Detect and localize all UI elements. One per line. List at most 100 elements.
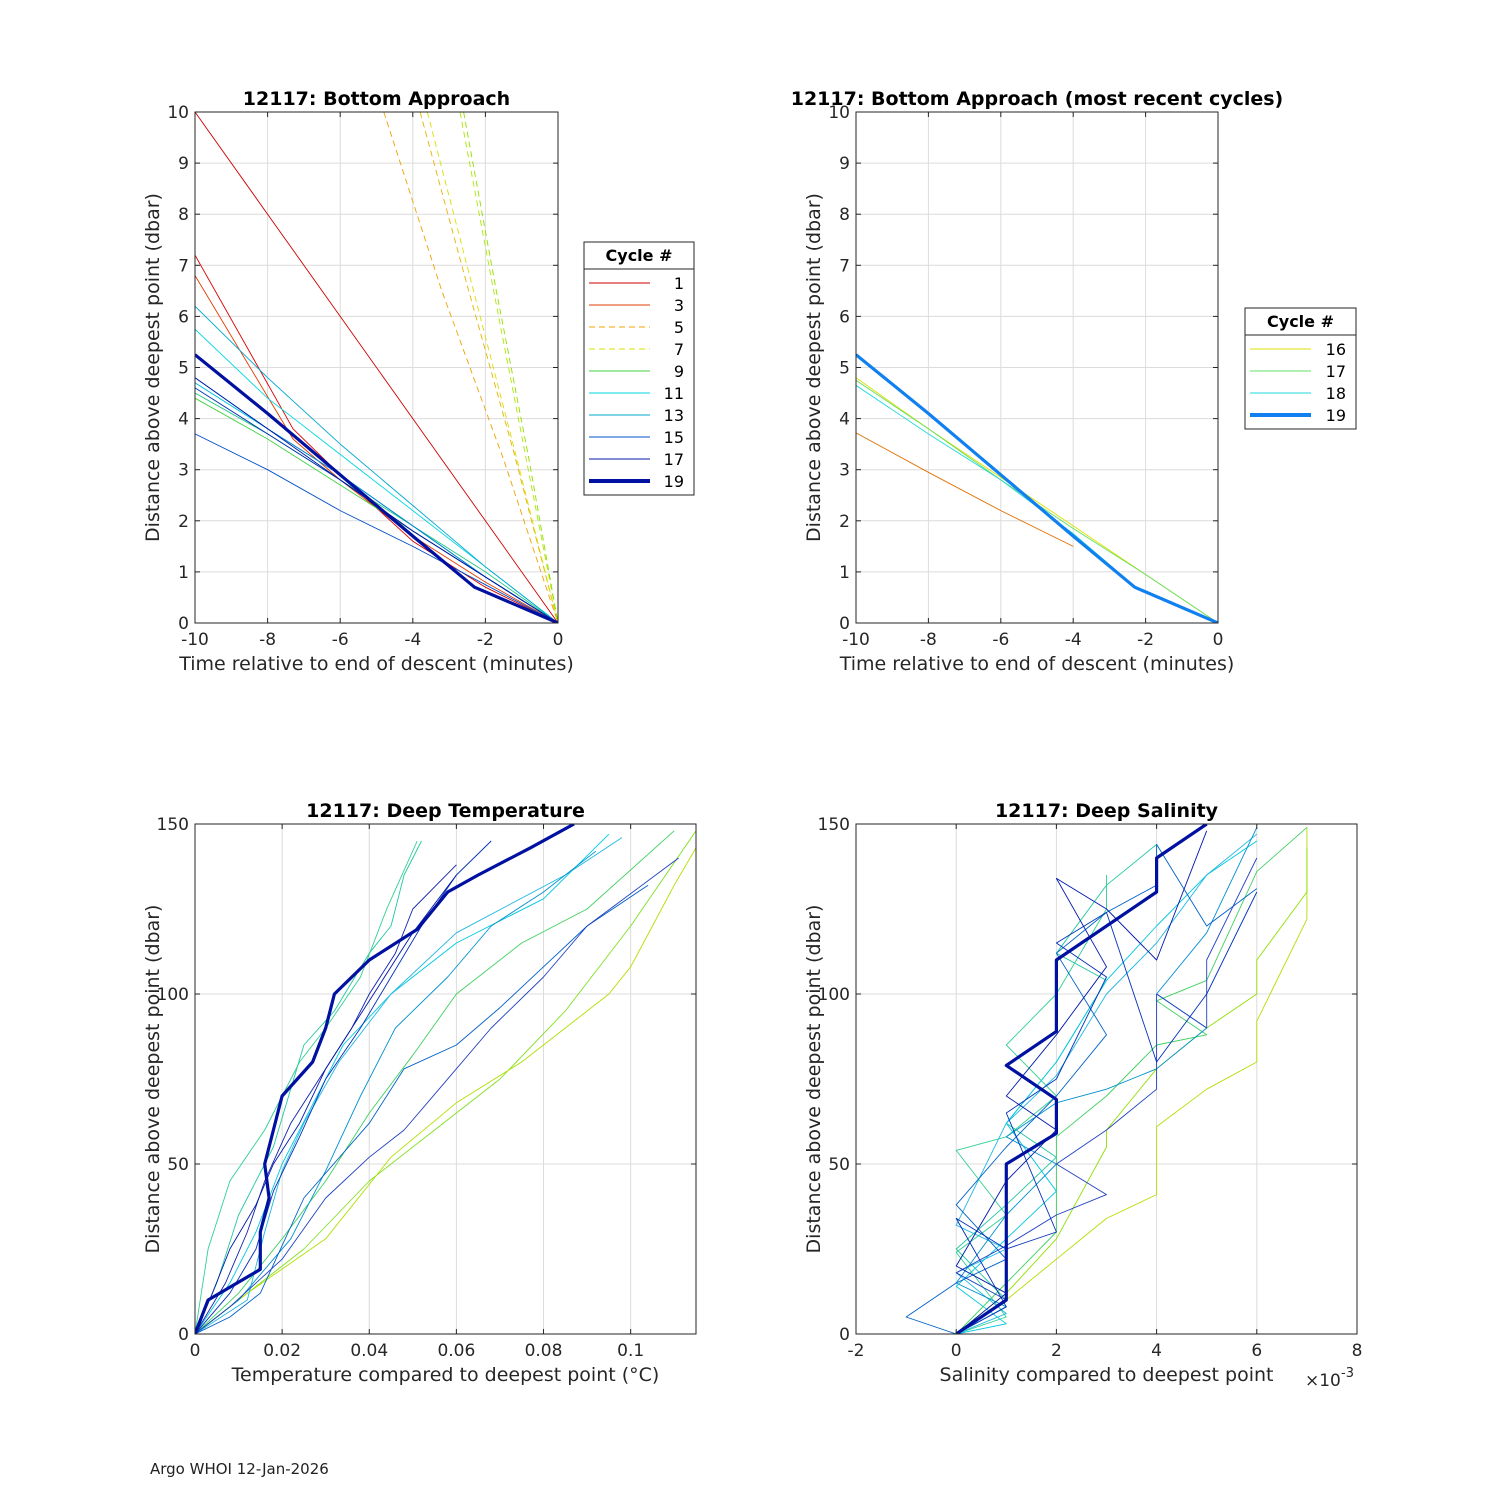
legend-label: 16 xyxy=(1326,340,1346,359)
legend-title: Cycle # xyxy=(606,246,673,265)
series-line-h xyxy=(195,850,597,1334)
x-tick-label: -4 xyxy=(404,630,421,650)
series-group xyxy=(856,353,1218,623)
y-tick-label: 8 xyxy=(178,205,189,225)
series-group xyxy=(195,112,558,623)
y-tick-label: 1 xyxy=(839,563,850,583)
x-multiplier-label: ×10 xyxy=(1305,1371,1341,1391)
chart-title: 12117: Bottom Approach xyxy=(243,88,510,110)
legend-label: 18 xyxy=(1326,384,1346,403)
legend-label: 5 xyxy=(674,318,684,337)
y-tick-label: 50 xyxy=(828,1155,850,1175)
x-tick-label: -6 xyxy=(332,630,349,650)
series-line-10 xyxy=(195,392,558,623)
y-axis-label: Distance above deepest point (dbar) xyxy=(803,905,825,1254)
series-line-7a xyxy=(426,112,558,623)
y-tick-label: 0 xyxy=(839,1325,850,1345)
series-line-15 xyxy=(856,432,1074,547)
legend-label: 13 xyxy=(664,406,684,425)
x-tick-label: -2 xyxy=(477,630,494,650)
series-line-5a xyxy=(383,112,558,623)
series-line-j xyxy=(195,857,679,1334)
y-tick-label: 8 xyxy=(839,205,850,225)
series-line-a xyxy=(195,830,696,1334)
x-tick-label: -8 xyxy=(920,630,937,650)
y-tick-label: 9 xyxy=(839,154,850,174)
footer-text: Argo WHOI 12-Jan-2026 xyxy=(150,1460,329,1478)
series-line-8 xyxy=(463,112,558,623)
x-tick-label: 6 xyxy=(1251,1341,1262,1361)
series-line-d xyxy=(195,840,422,1334)
x-tick-label: 8 xyxy=(1352,1341,1363,1361)
series-line-m xyxy=(195,874,457,1334)
series-line-19 xyxy=(195,353,558,623)
y-tick-label: 6 xyxy=(839,307,850,327)
series-line-g xyxy=(195,837,623,1334)
chart-title: 12117: Deep Temperature xyxy=(306,800,585,822)
x-tick-label: -2 xyxy=(1137,630,1154,650)
y-tick-label: 3 xyxy=(839,461,850,481)
series-line-i xyxy=(195,884,649,1334)
y-tick-label: 7 xyxy=(178,256,189,276)
legend-label: 7 xyxy=(674,340,684,359)
series-line-13 xyxy=(195,305,558,623)
legend-label: 1 xyxy=(674,274,684,293)
x-tick-label: 0.06 xyxy=(437,1341,475,1361)
x-tick-label: 0.02 xyxy=(263,1341,301,1361)
legend-title: Cycle # xyxy=(1267,312,1334,331)
series-line-5b xyxy=(419,112,558,623)
y-tick-label: 5 xyxy=(178,359,189,379)
y-tick-label: 150 xyxy=(818,815,850,835)
chart-title: 12117: Deep Salinity xyxy=(995,800,1219,822)
x-tick-label: 4 xyxy=(1151,1341,1162,1361)
y-tick-label: 0 xyxy=(178,614,189,634)
series-line-7b xyxy=(459,112,558,623)
x-tick-label: 0.1 xyxy=(617,1341,644,1361)
y-tick-label: 9 xyxy=(178,154,189,174)
legend-label: 19 xyxy=(664,472,684,491)
axes-box xyxy=(855,823,1358,1335)
series-line-j xyxy=(955,857,1258,1334)
y-tick-label: 0 xyxy=(178,1325,189,1345)
x-tick-label: 0 xyxy=(951,1341,962,1361)
y-tick-label: 7 xyxy=(839,256,850,276)
legend-label: 3 xyxy=(674,296,684,315)
x-tick-label: -8 xyxy=(259,630,276,650)
legend-box xyxy=(583,241,695,496)
series-line-1 xyxy=(195,112,558,623)
series-line-19 xyxy=(955,824,1208,1334)
series-group xyxy=(905,824,1308,1334)
y-tick-label: 50 xyxy=(167,1155,189,1175)
x-tick-label: -6 xyxy=(992,630,1009,650)
series-line-a xyxy=(955,827,1308,1334)
x-tick-label: 0.04 xyxy=(350,1341,388,1361)
legend-label: 15 xyxy=(664,428,684,447)
x-tick-label: 0 xyxy=(553,630,564,650)
legend-label: 9 xyxy=(674,362,684,381)
y-tick-label: 100 xyxy=(818,985,850,1005)
y-tick-label: 0 xyxy=(839,614,850,634)
y-tick-label: 2 xyxy=(178,512,189,532)
x-tick-label: -4 xyxy=(1065,630,1082,650)
series-line-k xyxy=(955,891,1258,1334)
x-axis-label: Salinity compared to deepest point xyxy=(940,1364,1274,1386)
chart-1: -10 -8 -6 -4 -2 0 0 1 2 3 4 5 6 7 8 9 10 12117: Bottom Ap… xyxy=(142,88,695,675)
series-group xyxy=(195,824,696,1334)
y-tick-label: 6 xyxy=(178,307,189,327)
y-tick-label: 100 xyxy=(157,985,189,1005)
x-multiplier-exponent: -3 xyxy=(1341,1366,1354,1381)
y-tick-label: 150 xyxy=(157,815,189,835)
y-tick-label: 4 xyxy=(839,410,850,430)
x-tick-label: -10 xyxy=(181,630,209,650)
legend-label: 17 xyxy=(664,450,684,469)
x-tick-label: -10 xyxy=(842,630,870,650)
x-tick-label: 0.08 xyxy=(525,1341,563,1361)
y-tick-label: 3 xyxy=(178,461,189,481)
y-tick-label: 4 xyxy=(178,410,189,430)
chart-title: 12117: Bottom Approach (most recent cycl… xyxy=(791,88,1284,110)
chart-3: 0 0.02 0.04 0.06 0.08 0.1 0 50 100 150 12117: Deep… xyxy=(142,800,697,1386)
